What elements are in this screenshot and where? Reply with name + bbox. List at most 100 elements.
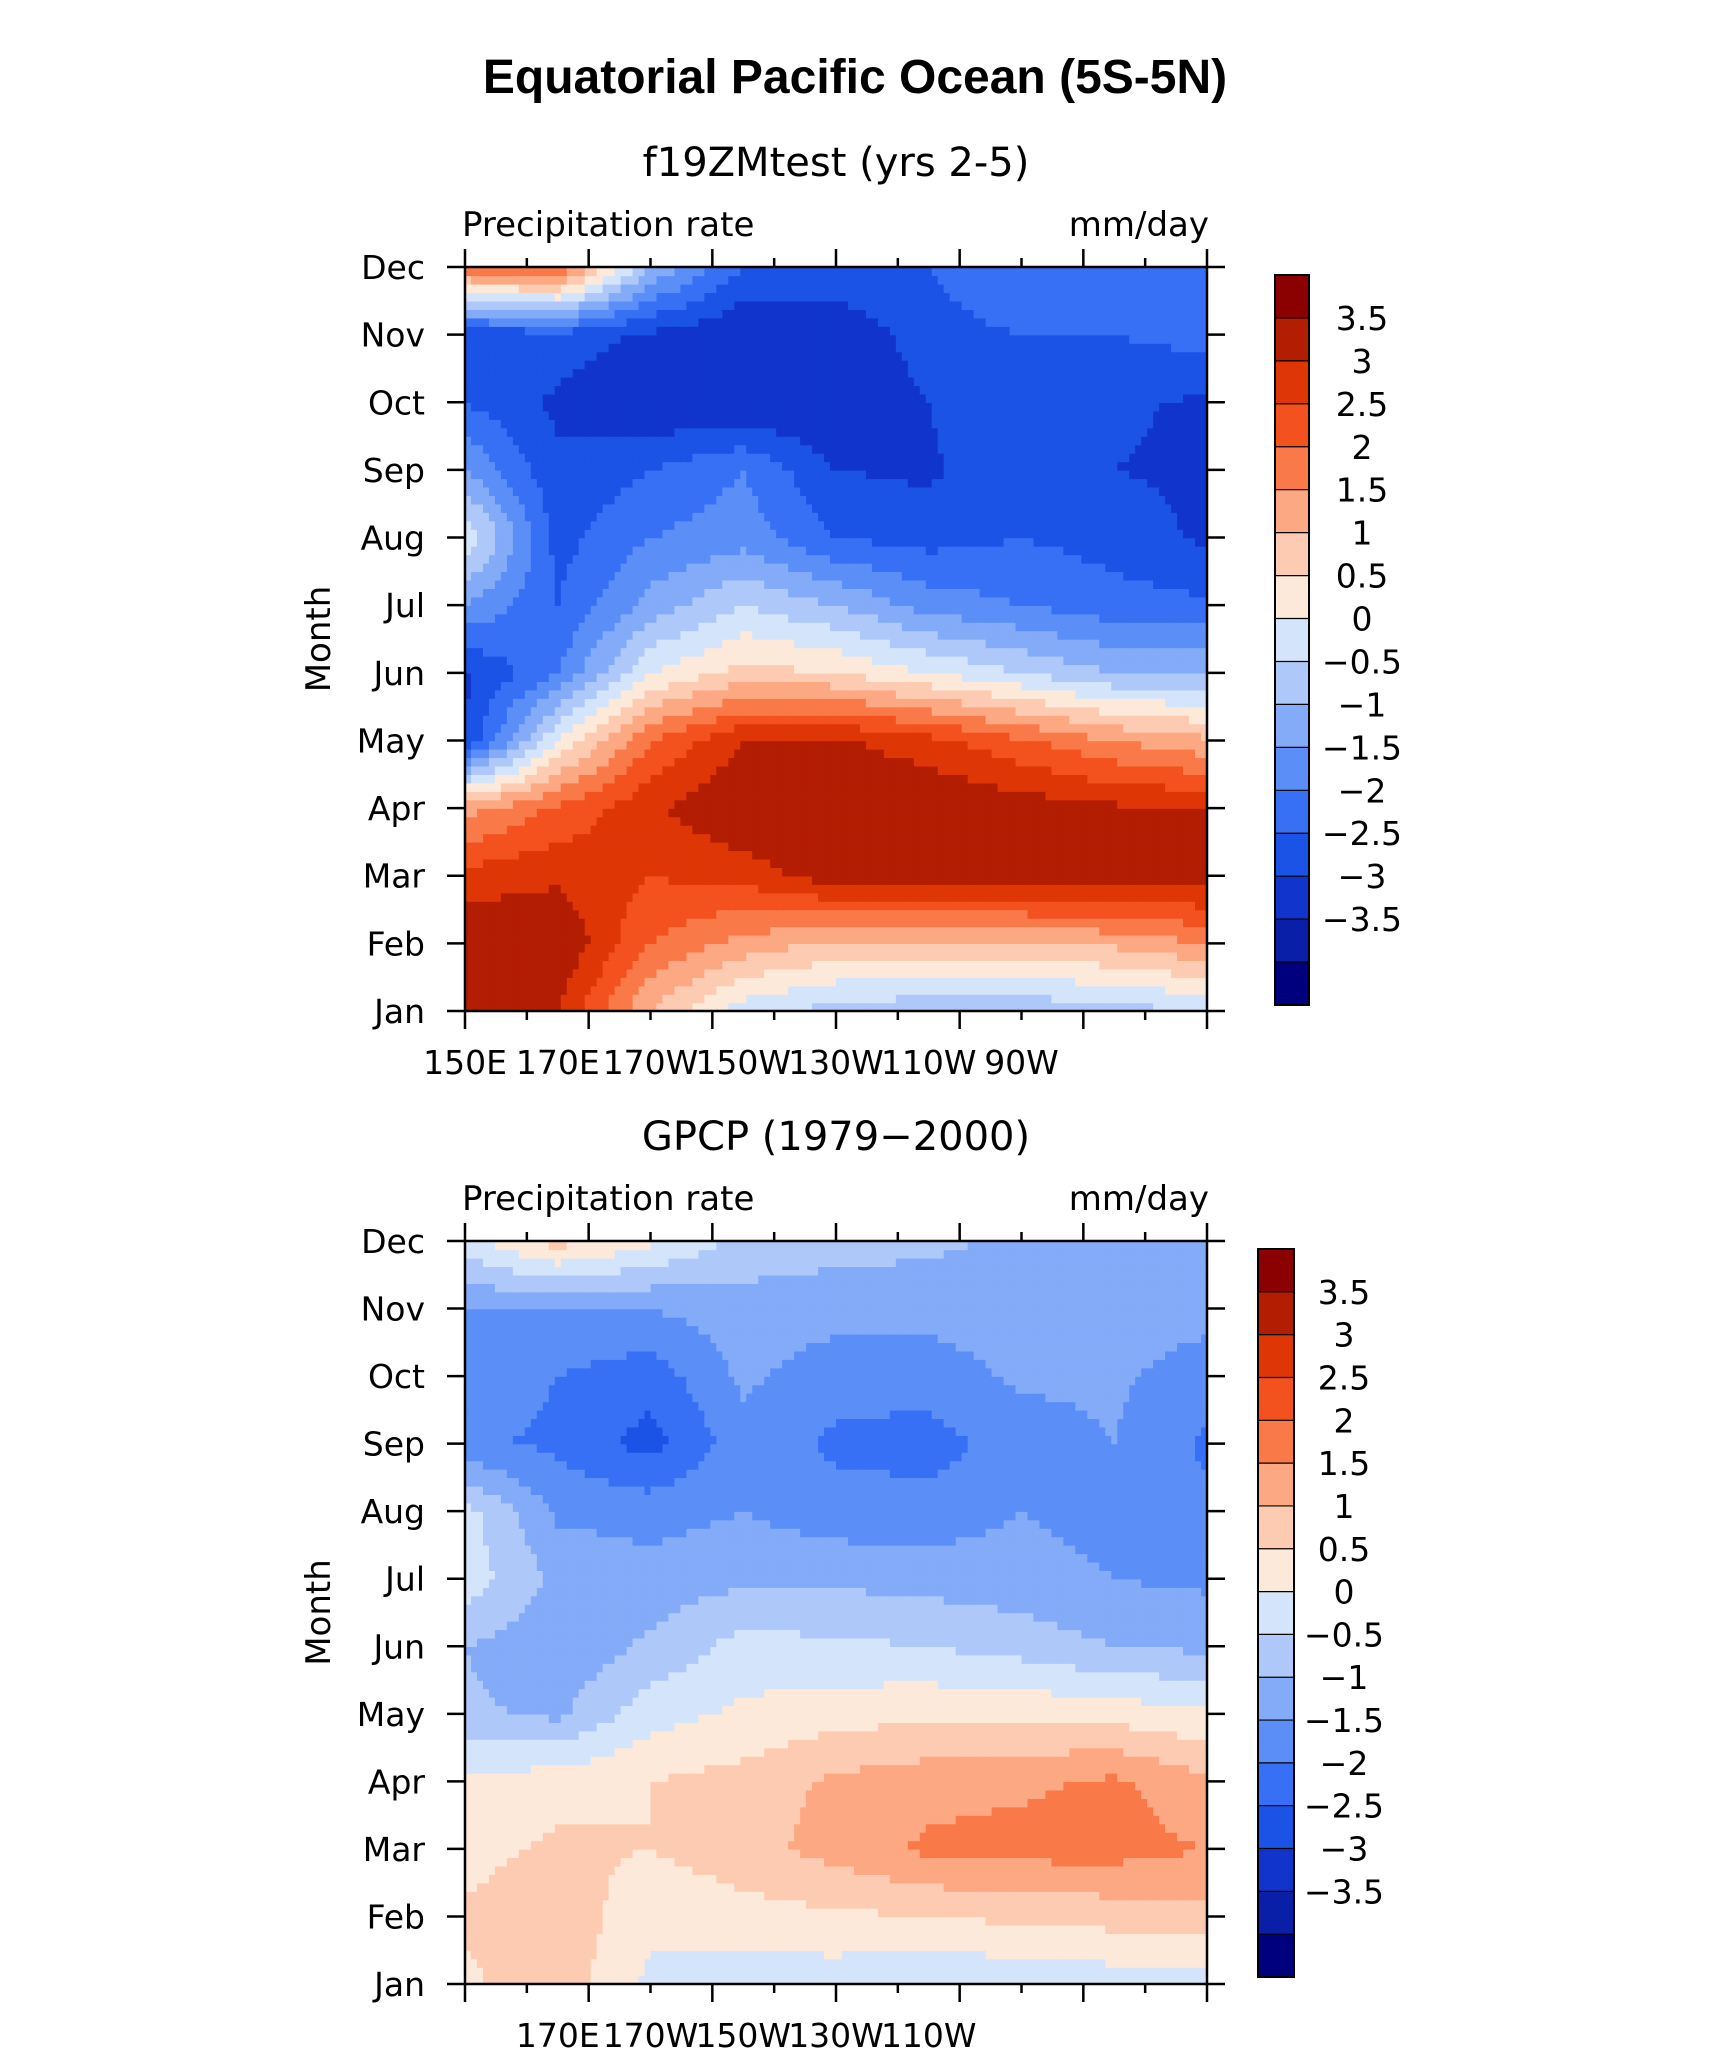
field-cell xyxy=(788,791,795,800)
field-cell xyxy=(1153,893,1160,902)
field-cell xyxy=(836,893,843,902)
field-cell xyxy=(842,960,849,969)
field-cell xyxy=(842,977,849,986)
field-cell xyxy=(848,893,855,902)
field-cell xyxy=(1016,740,1023,749)
field-cell xyxy=(543,859,550,868)
field-cell xyxy=(764,825,771,834)
field-cell xyxy=(932,893,939,902)
field-cell xyxy=(1087,876,1094,885)
field-cell xyxy=(956,901,963,910)
field-cell xyxy=(986,766,993,775)
field-cell xyxy=(1057,698,1064,707)
field-cell xyxy=(698,876,705,885)
field-cell xyxy=(585,825,592,834)
field-cell xyxy=(950,724,957,733)
field-cell xyxy=(944,817,951,826)
field-cell xyxy=(878,724,885,733)
field-cell xyxy=(926,977,933,986)
field-cell xyxy=(1045,859,1052,868)
field-cell xyxy=(932,994,939,1003)
field-cell xyxy=(495,977,502,986)
field-cell xyxy=(1165,935,1172,944)
field-cell xyxy=(908,749,915,758)
field-cell xyxy=(561,808,568,817)
field-cell xyxy=(956,884,963,893)
field-cell xyxy=(1081,926,1088,935)
field-cell xyxy=(830,842,837,851)
field-cell xyxy=(668,943,675,952)
field-cell xyxy=(746,766,753,775)
field-cell xyxy=(531,850,538,859)
field-cell xyxy=(1063,910,1070,919)
field-cell xyxy=(662,800,669,809)
field-cell xyxy=(591,969,598,978)
field-cell xyxy=(686,910,693,919)
field-cell xyxy=(1063,749,1070,758)
field-cell xyxy=(782,850,789,859)
field-cell xyxy=(1027,783,1034,792)
field-cell xyxy=(1063,707,1070,716)
field-cell xyxy=(1093,800,1100,809)
field-cell xyxy=(758,774,765,783)
field-cell xyxy=(782,783,789,792)
field-cell xyxy=(531,884,538,893)
field-cell xyxy=(1004,842,1011,851)
field-cell xyxy=(1183,986,1190,995)
field-cell xyxy=(764,884,771,893)
field-cell xyxy=(471,673,478,682)
field-cell xyxy=(597,893,604,902)
field-cell xyxy=(902,901,909,910)
field-cell xyxy=(1135,884,1142,893)
field-cell xyxy=(986,681,993,690)
field-cell xyxy=(806,749,813,758)
field-cell xyxy=(1141,715,1148,724)
field-cell xyxy=(980,740,987,749)
field-cell xyxy=(800,774,807,783)
field-cell xyxy=(645,952,652,961)
field-cell xyxy=(537,825,544,834)
field-cell xyxy=(710,774,717,783)
field-cell xyxy=(920,783,927,792)
field-cell xyxy=(728,825,735,834)
field-cell xyxy=(555,808,562,817)
field-cell xyxy=(555,732,562,741)
field-cell xyxy=(555,749,562,758)
field-cell xyxy=(1069,952,1076,961)
field-cell xyxy=(692,707,699,716)
field-cell xyxy=(1159,910,1166,919)
field-cell xyxy=(495,732,502,741)
field-cell xyxy=(998,707,1005,716)
field-cell xyxy=(746,893,753,902)
field-cell xyxy=(1171,783,1178,792)
field-cell xyxy=(884,732,891,741)
field-cell xyxy=(567,893,574,902)
field-cell xyxy=(974,707,981,716)
field-cell xyxy=(656,774,663,783)
field-cell xyxy=(567,833,574,842)
field-cell xyxy=(1165,943,1172,952)
field-cell xyxy=(770,724,777,733)
field-cell xyxy=(824,876,831,885)
field-cell xyxy=(914,910,921,919)
field-cell xyxy=(627,774,634,783)
field-cell xyxy=(1177,910,1184,919)
field-cell xyxy=(932,673,939,682)
field-cell xyxy=(555,893,562,902)
field-cell xyxy=(519,994,526,1003)
field-cell xyxy=(950,766,957,775)
field-cell xyxy=(752,740,759,749)
field-cell xyxy=(549,757,556,766)
field-cell xyxy=(585,943,592,952)
field-cell xyxy=(1117,817,1124,826)
field-cell xyxy=(890,715,897,724)
field-cell xyxy=(1087,800,1094,809)
field-cell xyxy=(740,766,747,775)
field-cell xyxy=(950,901,957,910)
field-cell xyxy=(513,698,520,707)
field-cell xyxy=(782,876,789,885)
field-cell xyxy=(806,986,813,995)
field-cell xyxy=(902,876,909,885)
field-cell xyxy=(645,732,652,741)
field-cell xyxy=(830,707,837,716)
